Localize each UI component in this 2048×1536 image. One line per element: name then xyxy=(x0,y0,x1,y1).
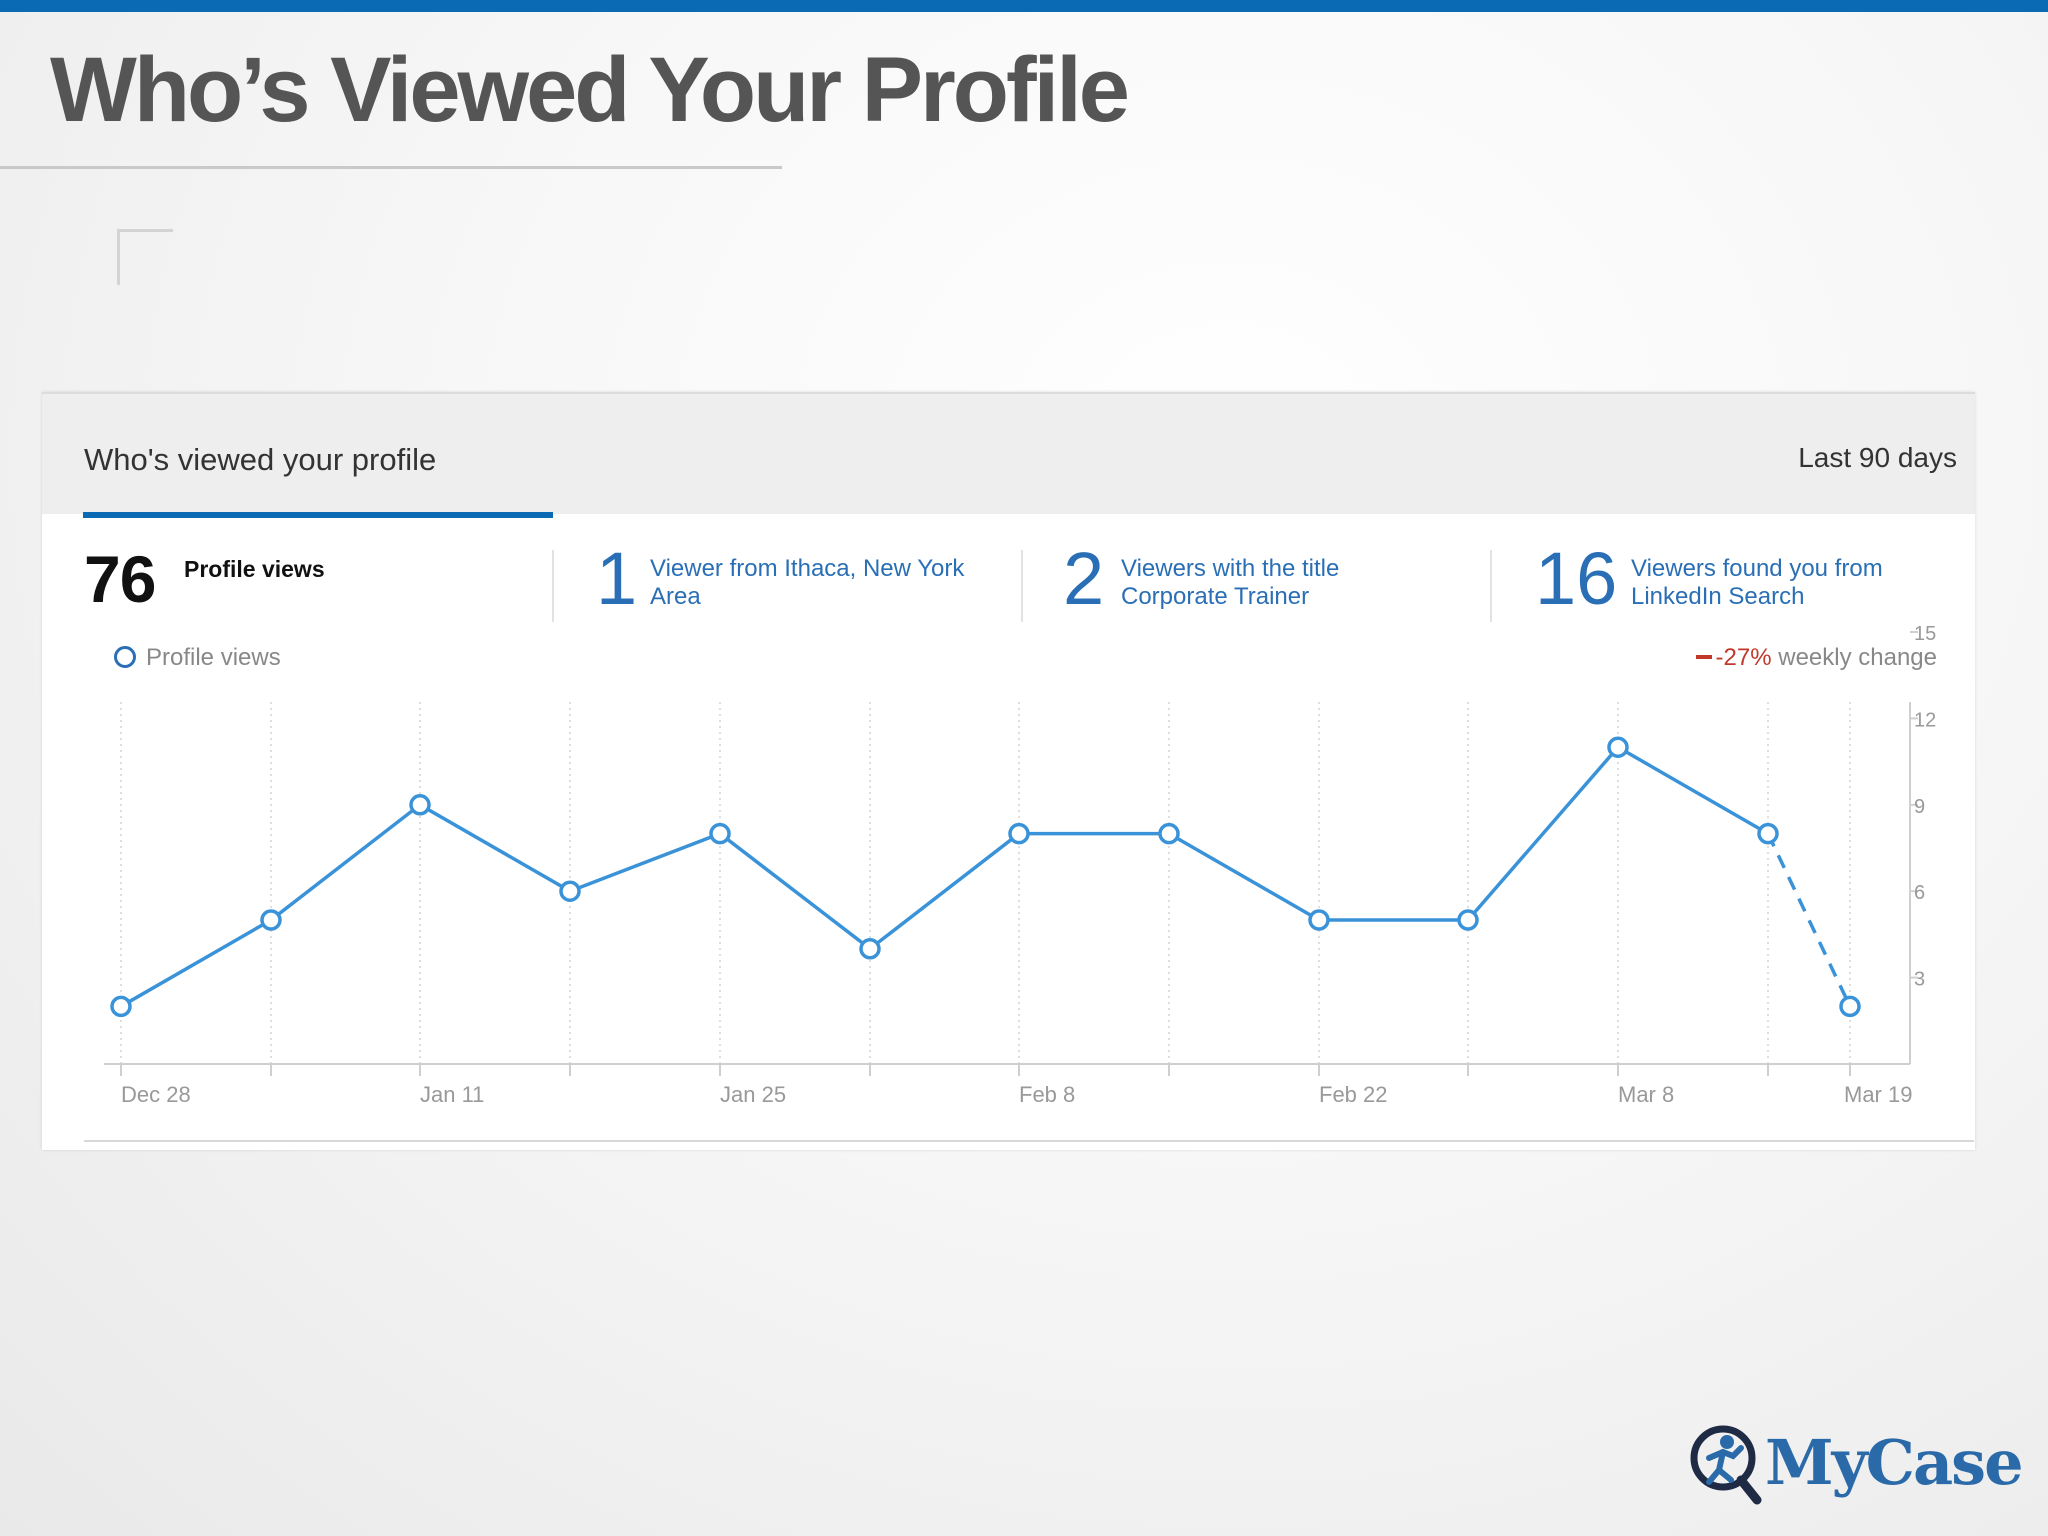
data-point xyxy=(709,822,731,845)
x-tick-label: Feb 8 xyxy=(1019,1082,1075,1107)
weekly-change: -27% weekly change xyxy=(1695,644,1937,672)
stat-title-viewers[interactable]: 2 Viewers with the title Corporate Train… xyxy=(1063,542,1483,636)
profile-views-panel: Who's viewed your profile Last 90 days 7… xyxy=(42,392,1975,1150)
stat-label: Viewers found you from LinkedIn Search xyxy=(1631,555,1883,610)
weekly-change-label: weekly change xyxy=(1778,644,1937,671)
data-point xyxy=(1839,995,1861,1018)
corner-decoration xyxy=(117,229,173,285)
y-tick-label: 12 xyxy=(1914,709,1936,731)
y-tick-label: 9 xyxy=(1914,796,1925,818)
chart-legend: Profile views xyxy=(114,644,281,672)
series-line-projected xyxy=(1766,832,1852,1008)
logo-wordmark: MyCase xyxy=(1765,1426,2024,1499)
active-tab-indicator xyxy=(83,512,553,518)
panel-title: Who's viewed your profile xyxy=(84,442,437,477)
stat-divider xyxy=(1021,550,1023,622)
stat-divider xyxy=(552,550,554,622)
stat-search-viewers[interactable]: 16 Viewers found you from LinkedIn Searc… xyxy=(1535,542,1955,636)
date-range-selector[interactable]: Last 90 days xyxy=(1798,442,1957,473)
x-tick-label: Jan 25 xyxy=(720,1082,786,1107)
slide-title: Who’s Viewed Your Profile xyxy=(50,39,1130,141)
x-tick-label: Mar 8 xyxy=(1618,1082,1674,1107)
y-tick-label: 6 xyxy=(1914,882,1925,904)
top-accent-bar xyxy=(0,0,2048,12)
x-tick-label: Jan 11 xyxy=(420,1082,484,1107)
data-point xyxy=(110,995,132,1018)
data-point xyxy=(1607,736,1629,758)
series-line xyxy=(120,744,1769,1008)
data-point xyxy=(1757,822,1779,845)
profile-views-line-chart: 3 6 9 12 15 Dec 28 Jan 11 Jan 25 Feb 8 Feb 22 Mar … xyxy=(104,623,1936,1107)
x-tick-label: Feb 22 xyxy=(1319,1082,1388,1107)
legend-label: Profile views xyxy=(146,644,281,671)
panel-bottom-divider xyxy=(84,1140,1974,1142)
data-point xyxy=(409,794,431,816)
data-point xyxy=(1158,822,1180,845)
y-tick-label: 3 xyxy=(1914,969,1925,991)
stat-label: Viewer from Ithaca, New York Area xyxy=(650,555,965,610)
legend-circle-icon xyxy=(114,646,136,668)
data-point xyxy=(859,938,881,960)
stat-label: Profile views xyxy=(184,556,325,582)
panel-header: Who's viewed your profile Last 90 days xyxy=(42,392,1975,514)
stat-profile-views[interactable]: 76 Profile views xyxy=(84,542,504,636)
stat-number: 16 xyxy=(1535,537,1618,620)
stat-location-viewers[interactable]: 1 Viewer from Ithaca, New York Area xyxy=(596,542,1016,636)
weekly-change-value: -27% xyxy=(1715,644,1772,671)
stat-label: Viewers with the title Corporate Trainer xyxy=(1121,555,1340,610)
stat-number: 2 xyxy=(1063,537,1105,620)
title-divider xyxy=(0,166,782,169)
stat-number: 1 xyxy=(596,537,638,620)
data-point xyxy=(260,909,282,931)
stat-divider xyxy=(1490,550,1492,622)
data-point xyxy=(559,880,581,902)
magnifier-person-icon xyxy=(1690,1425,1762,1505)
x-tick-label: Mar 19 xyxy=(1844,1082,1912,1107)
x-tick-label: Dec 28 xyxy=(121,1082,191,1107)
mycase-logo: MyCase xyxy=(1685,1418,2024,1508)
data-point xyxy=(1308,909,1330,931)
data-point xyxy=(1457,909,1479,931)
change-dash-icon xyxy=(1695,655,1712,659)
data-point xyxy=(1008,822,1030,845)
y-tick-label: 15 xyxy=(1914,623,1936,645)
stat-number: 76 xyxy=(84,542,156,616)
